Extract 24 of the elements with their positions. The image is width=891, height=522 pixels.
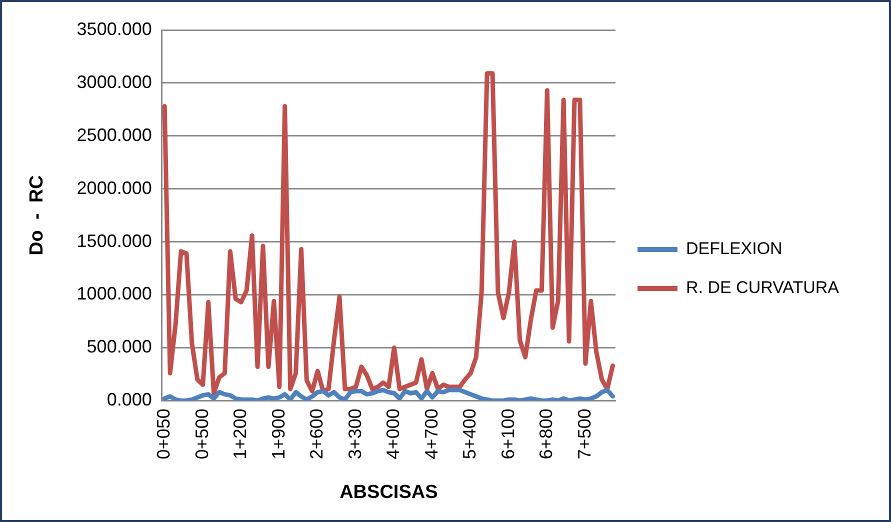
x-tick-label: 1+200 <box>230 408 250 460</box>
x-tick-label: 7+500 <box>574 408 594 460</box>
x-tick-label: 2+600 <box>306 408 327 460</box>
y-tick-label: 0.000 <box>106 390 152 410</box>
y-tick-label: 1000.000 <box>76 284 152 304</box>
y-axis-title: Do - RC <box>26 174 48 256</box>
x-tick-label: 5+400 <box>460 408 480 460</box>
y-tick-label: 2000.000 <box>76 178 152 198</box>
x-tick-label: 0+050 <box>154 408 174 460</box>
x-tick-label: 4+700 <box>421 408 442 460</box>
y-tick-label: 3500.000 <box>76 18 152 39</box>
x-tick-label: 4+000 <box>383 408 404 460</box>
x-axis-title: ABSCISAS <box>340 482 438 503</box>
x-tick-label: 6+800 <box>536 408 556 460</box>
x-tick-label: 0+500 <box>192 408 212 460</box>
x-tick-label: 6+100 <box>498 408 518 460</box>
legend-label: DEFLEXION <box>686 239 782 258</box>
x-tick-label: 1+900 <box>268 408 288 460</box>
y-tick-label: 3000.000 <box>76 72 152 92</box>
x-tick-label: 3+300 <box>344 408 365 460</box>
y-tick-label: 500.000 <box>86 336 152 357</box>
y-tick-label: 1500.000 <box>76 230 152 251</box>
legend-label: R. DE CURVATURA <box>686 278 840 298</box>
y-tick-label: 2500.000 <box>76 124 152 145</box>
